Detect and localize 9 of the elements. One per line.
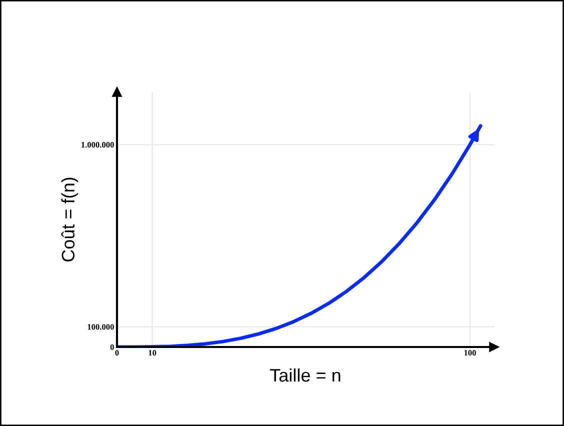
x-axis-title: Taille = n [270,368,340,382]
y-tick-label: 0 [110,344,114,350]
y-tick-label: 1.000.000 [82,142,114,148]
y-axis-title: Coût = f(n) [61,178,78,262]
x-tick-label: 0 [115,350,119,356]
x-tick-label: 100 [464,350,476,356]
x-tick-label: 10 [148,350,156,356]
y-tick-label: 100.000 [88,324,114,330]
line-series [117,124,482,347]
